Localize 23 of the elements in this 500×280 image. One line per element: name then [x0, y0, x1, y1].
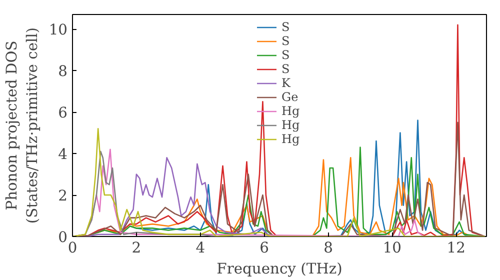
y-tick-label: 10 — [48, 22, 68, 39]
legend-label: S — [282, 48, 291, 62]
x-tick-label: 4 — [196, 240, 206, 256]
legend-label: Hg — [282, 132, 301, 146]
legend-label: Hg — [282, 104, 301, 118]
x-tick-label: 12 — [446, 240, 466, 256]
y-tick-label: 6 — [58, 104, 68, 122]
y-tick-label: 4 — [58, 146, 68, 164]
x-tick-label: 10 — [382, 240, 402, 256]
legend-label: S — [282, 62, 291, 76]
legend-label: Ge — [282, 90, 300, 104]
x-axis-title: Frequency (THz) — [216, 260, 342, 278]
y-axis-title: Phonon projected DOS (States/THz·primitive cell) — [3, 27, 41, 224]
x-tick-label: 6 — [260, 240, 269, 256]
y-tick-label: 0 — [58, 229, 68, 246]
y-tick-label: 8 — [58, 63, 68, 80]
legend-label: S — [282, 20, 291, 34]
legend-label: S — [282, 34, 291, 48]
x-tick-label: 8 — [324, 240, 333, 256]
legend-label: Hg — [282, 118, 301, 132]
y-tick-label: 2 — [58, 188, 68, 205]
x-tick-label: 2 — [132, 240, 142, 256]
legend-label: K — [282, 76, 292, 90]
